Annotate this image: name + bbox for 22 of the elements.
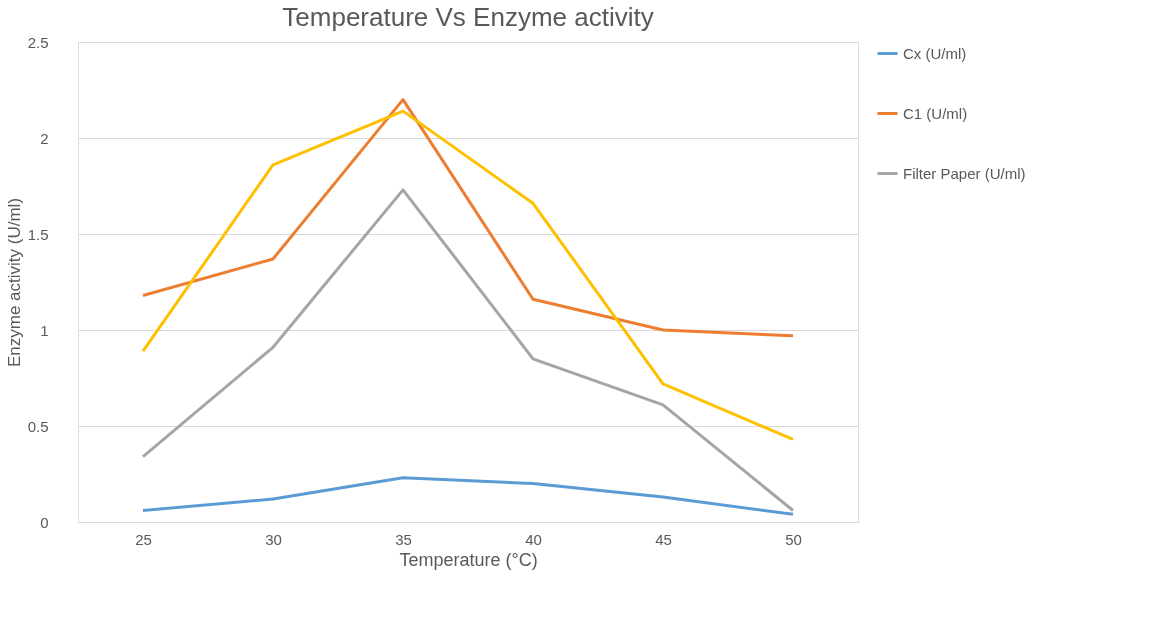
y-tick-label: 0 xyxy=(40,513,49,531)
y-tick-label: 1.5 xyxy=(27,225,49,243)
legend-label: Filter Paper (U/ml) xyxy=(903,164,1026,182)
x-tick-label: 25 xyxy=(135,530,152,548)
chart-title: Temperature Vs Enzyme activity xyxy=(282,2,654,32)
x-axis-title: Temperature (°C) xyxy=(399,549,538,570)
x-tick-label: 50 xyxy=(785,530,802,548)
x-tick-label: 40 xyxy=(525,530,542,548)
y-tick-label: 0.5 xyxy=(27,417,49,435)
line-series xyxy=(141,98,795,338)
y-tick-label: 1 xyxy=(40,321,49,339)
y-tick-label: 2.5 xyxy=(27,33,49,51)
line-series xyxy=(141,109,795,441)
line-series xyxy=(141,476,795,516)
x-tick-label: 30 xyxy=(265,530,282,548)
legend-label: C1 (U/ml) xyxy=(903,104,968,122)
y-axis-title: Enzyme activity (U/ml) xyxy=(4,197,24,368)
legend-label: Cx (U/ml) xyxy=(903,44,967,62)
x-tick-label: 45 xyxy=(655,530,672,548)
line-series xyxy=(141,188,795,512)
x-tick-label: 35 xyxy=(395,530,412,548)
y-tick-label: 2 xyxy=(40,129,49,147)
